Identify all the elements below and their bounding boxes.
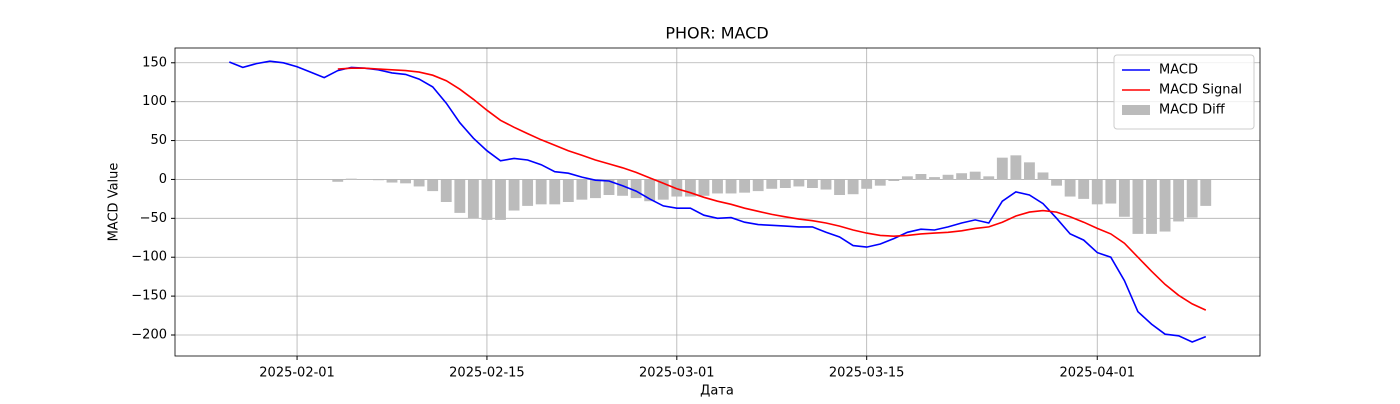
bar	[332, 179, 344, 182]
y-tick-label: 0	[159, 172, 167, 187]
bar	[495, 179, 506, 220]
bar	[752, 179, 764, 192]
bar	[1051, 179, 1062, 186]
bar	[427, 179, 439, 192]
x-tick-label: 2025-03-15	[829, 366, 905, 381]
bar	[874, 179, 886, 186]
bar	[644, 179, 656, 202]
bar	[386, 179, 398, 183]
legend-swatch	[1122, 105, 1150, 115]
bar	[373, 179, 384, 181]
plot-frame	[174, 47, 1261, 357]
bar	[1037, 172, 1049, 180]
bar	[1132, 179, 1144, 234]
y-tick-label: 100	[142, 94, 167, 109]
bar	[1118, 179, 1130, 217]
bar	[779, 179, 791, 188]
y-tick-label: −150	[131, 289, 167, 304]
bar	[861, 179, 873, 189]
x-tick-label: 2025-03-01	[639, 366, 715, 381]
bar	[1200, 179, 1212, 206]
bar	[698, 179, 710, 196]
bar	[400, 179, 411, 184]
bar	[929, 177, 940, 180]
bar	[1091, 179, 1103, 205]
bar	[481, 179, 493, 220]
bar	[996, 157, 1008, 180]
line	[229, 60, 1207, 343]
bar	[942, 174, 954, 180]
x-tick-label: 2025-04-01	[1059, 366, 1135, 381]
y-tick-label: 150	[142, 55, 167, 70]
bar	[684, 179, 696, 197]
bar	[834, 179, 845, 195]
bar	[901, 176, 913, 180]
bar	[1105, 179, 1117, 204]
x-tick-label: 2025-02-15	[449, 366, 525, 381]
chart-title: PHOR: MACD	[665, 24, 768, 43]
bar	[603, 179, 615, 195]
y-tick-label: −200	[131, 328, 167, 343]
bar	[576, 179, 588, 200]
y-tick-label: 50	[150, 133, 167, 148]
bar	[535, 179, 547, 205]
bar	[712, 179, 723, 194]
bar	[657, 179, 669, 200]
bar	[467, 179, 479, 219]
bar	[983, 176, 995, 180]
bar	[508, 179, 520, 211]
bar	[440, 179, 452, 202]
legend-label: MACD Diff	[1159, 103, 1226, 118]
legend: MACD MACD Signal MACD Diff	[1113, 54, 1255, 130]
line	[337, 67, 1207, 311]
bar	[1010, 155, 1022, 180]
x-axis-label: Дата	[700, 384, 734, 399]
bar	[630, 179, 642, 199]
bar	[793, 179, 805, 187]
bar	[1064, 179, 1076, 197]
bar	[1078, 179, 1090, 199]
bar	[915, 174, 927, 180]
bar	[766, 179, 778, 189]
bar	[956, 173, 968, 180]
x-tick-label: 2025-02-01	[259, 366, 335, 381]
bar	[454, 179, 466, 213]
bar	[549, 179, 561, 205]
bar	[1024, 162, 1035, 180]
bar	[590, 179, 601, 199]
legend-label: MACD	[1159, 63, 1198, 78]
bar	[413, 179, 425, 187]
y-tick-label: −100	[131, 250, 167, 265]
bar	[888, 179, 900, 181]
bar	[1173, 179, 1185, 222]
bar	[1146, 179, 1157, 234]
bar	[1159, 179, 1171, 232]
bar	[807, 179, 818, 188]
bar	[847, 179, 859, 195]
y-tick-label: −50	[140, 211, 167, 226]
bar	[522, 179, 534, 206]
bar	[1186, 179, 1198, 218]
y-axis-label: MACD Value	[107, 163, 122, 242]
bar	[820, 179, 832, 190]
bar	[725, 179, 737, 194]
bar	[562, 179, 574, 202]
bar	[617, 179, 628, 196]
legend-label: MACD Signal	[1159, 83, 1242, 98]
bar	[969, 171, 981, 180]
bar	[345, 178, 357, 180]
bar	[739, 179, 751, 193]
